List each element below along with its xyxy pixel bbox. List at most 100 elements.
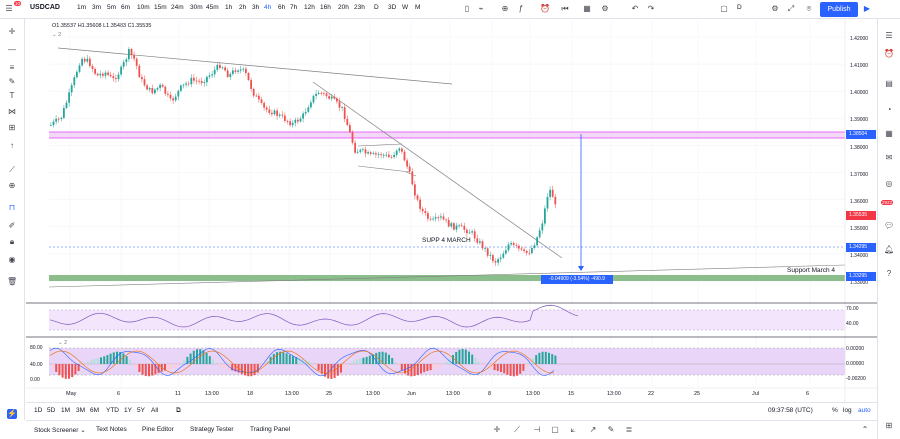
range-3M[interactable]: 3M bbox=[76, 407, 86, 414]
timeframe-10m[interactable]: 10m bbox=[137, 4, 150, 11]
range-YTD[interactable]: YTD bbox=[106, 407, 119, 414]
magnet-icon[interactable]: ⊓ bbox=[8, 203, 16, 212]
eye-icon[interactable]: ◉ bbox=[8, 255, 16, 264]
text-icon[interactable]: T bbox=[9, 91, 15, 100]
timeframe-3h[interactable]: 3h bbox=[252, 4, 260, 11]
timeframe-12h[interactable]: 12h bbox=[304, 4, 315, 11]
replay-icon[interactable]: ⏮ bbox=[561, 4, 569, 13]
fib-icon[interactable]: ≡ bbox=[9, 63, 15, 72]
draw-rect-icon[interactable]: ▢ bbox=[551, 425, 559, 434]
panel-tab[interactable]: Text Notes bbox=[96, 426, 127, 433]
calendar-icon[interactable]: ▦ bbox=[885, 129, 893, 138]
brush-icon[interactable]: ✎ bbox=[8, 77, 16, 86]
notifications-icon[interactable]: 🔔︎ bbox=[884, 245, 895, 254]
timeframe-7h[interactable]: 7h bbox=[290, 4, 298, 11]
streams-icon[interactable]: ◎ bbox=[885, 179, 893, 188]
arrow-icon[interactable]: ↑ bbox=[10, 141, 14, 150]
timeframe-5m[interactable]: 5m bbox=[107, 4, 117, 11]
ideas-icon[interactable]: ✉ bbox=[885, 153, 893, 162]
price-chart[interactable] bbox=[26, 19, 877, 409]
stay-drawing-icon[interactable]: ✐ bbox=[8, 221, 16, 230]
help-icon[interactable]: ? bbox=[886, 269, 892, 278]
alerts-icon[interactable]: ⏰ bbox=[884, 49, 894, 58]
pane-count-lower[interactable]: ⌄ 2 bbox=[58, 340, 68, 346]
watchlist-toggle-icon[interactable]: ⚡ bbox=[7, 409, 17, 419]
camera-icon[interactable]: ⌾ bbox=[806, 4, 812, 13]
horizontal-line-icon[interactable]: — bbox=[8, 45, 16, 54]
timeframe-M[interactable]: M bbox=[415, 4, 421, 11]
panel-tab[interactable]: Trading Panel bbox=[250, 426, 291, 433]
draw-hline-icon[interactable]: ⊣ bbox=[533, 425, 541, 434]
trash-icon[interactable]: 🗑︎ bbox=[7, 277, 18, 286]
range-All[interactable]: All bbox=[151, 407, 159, 414]
timeframe-15m[interactable]: 15m bbox=[154, 4, 167, 11]
clock-readout[interactable]: 09:37:58 (UTC) bbox=[768, 407, 813, 414]
timeframe-3m[interactable]: 3m bbox=[92, 4, 102, 11]
gear-icon[interactable]: ⚙ bbox=[771, 4, 779, 13]
range-1M[interactable]: 1M bbox=[61, 407, 71, 414]
timeframe-1m[interactable]: 1m bbox=[77, 4, 87, 11]
chat-icon[interactable]: 💬︎ bbox=[884, 221, 895, 230]
panel-tab[interactable]: Stock Screener ⌄ bbox=[34, 427, 86, 434]
fullscreen-box-icon[interactable]: ▢ bbox=[720, 4, 728, 13]
timeframe-24m[interactable]: 24m bbox=[171, 4, 184, 11]
data-window-icon[interactable]: ▤ bbox=[885, 79, 893, 88]
ruler-icon[interactable]: ⟋ bbox=[9, 165, 15, 174]
range-6M[interactable]: 6M bbox=[90, 407, 100, 414]
auto-toggle[interactable]: auto bbox=[858, 407, 871, 414]
log-toggle[interactable]: log bbox=[843, 407, 852, 414]
range-1Y[interactable]: 1Y bbox=[124, 407, 132, 414]
timeframe-1h[interactable]: 1h bbox=[225, 4, 233, 11]
timeframe-2h[interactable]: 2h bbox=[239, 4, 247, 11]
bar-style-icon[interactable]: ▯ bbox=[464, 4, 470, 13]
timeframe-W[interactable]: W bbox=[402, 4, 409, 11]
range-5D[interactable]: 5D bbox=[47, 407, 56, 414]
draw-brush-icon[interactable]: ✎ bbox=[607, 425, 615, 434]
undo-icon[interactable]: ↶ bbox=[631, 4, 639, 13]
draw-path-icon[interactable]: ⟀ bbox=[570, 425, 576, 434]
percent-toggle[interactable]: % bbox=[832, 407, 838, 414]
lock-icon[interactable]: 🔒︎ bbox=[9, 237, 15, 246]
draw-cross-icon[interactable]: ✛ bbox=[493, 425, 501, 434]
timeframe-3D[interactable]: 3D bbox=[388, 4, 397, 11]
crosshair-icon[interactable]: ✛ bbox=[8, 27, 16, 36]
draw-line-icon[interactable]: ⟋ bbox=[514, 425, 520, 434]
timeframe-20h[interactable]: 20h bbox=[338, 4, 349, 11]
range-1D[interactable]: 1D bbox=[34, 407, 43, 414]
timeframe-30m[interactable]: 30m bbox=[190, 4, 203, 11]
panel-tab[interactable]: Pine Editor bbox=[142, 426, 174, 433]
draw-fib-icon[interactable]: ≣ bbox=[625, 425, 633, 434]
play-icon[interactable]: ▶ bbox=[863, 4, 871, 13]
pattern-icon[interactable]: ⋈ bbox=[8, 107, 16, 116]
line-style-icon[interactable]: ⌁ bbox=[478, 4, 484, 13]
pane-count[interactable]: ⌄ 2 bbox=[52, 32, 62, 38]
panel-tab[interactable]: Strategy Tester bbox=[190, 426, 234, 433]
mode-label[interactable]: D bbox=[737, 4, 742, 11]
hotlist-icon[interactable]: ◔ bbox=[886, 105, 892, 114]
redo-icon[interactable]: ↷ bbox=[647, 4, 655, 13]
symbol-name[interactable]: USDCAD bbox=[30, 4, 60, 11]
range-5Y[interactable]: 5Y bbox=[137, 407, 145, 414]
alert-icon[interactable]: ⏰ bbox=[540, 4, 550, 13]
draw-arrow-icon[interactable]: ↗ bbox=[589, 425, 597, 434]
compare-icon[interactable]: ⊕ bbox=[501, 4, 509, 13]
publish-button[interactable]: Publish bbox=[820, 2, 858, 17]
timeframe-4h[interactable]: 4h bbox=[264, 4, 272, 11]
panel-toggle-icon[interactable]: ⊞ bbox=[885, 421, 893, 430]
timeframe-16h[interactable]: 16h bbox=[320, 4, 331, 11]
timeframe-45m[interactable]: 45m bbox=[206, 4, 219, 11]
settings-icon[interactable]: ⚙ bbox=[601, 4, 609, 13]
zoom-icon[interactable]: ⊕ bbox=[8, 181, 16, 190]
timeframe-6h[interactable]: 6h bbox=[278, 4, 286, 11]
timeframe-6m[interactable]: 6m bbox=[121, 4, 131, 11]
indicators-icon[interactable]: ƒ bbox=[518, 4, 524, 13]
goto-date-icon[interactable]: ⧉ bbox=[176, 407, 181, 414]
menu-icon[interactable]: ☰ bbox=[5, 4, 13, 13]
maximize-panel-icon[interactable]: ⌃ bbox=[861, 425, 869, 434]
expand-icon[interactable]: ⤢ bbox=[787, 4, 795, 13]
layout-icon[interactable]: ▦ bbox=[583, 4, 591, 13]
forecast-icon[interactable]: ⊞ bbox=[8, 123, 16, 132]
timeframe-23h[interactable]: 23h bbox=[354, 4, 365, 11]
watchlist-icon[interactable]: ☰ bbox=[885, 31, 893, 40]
timeframe-D[interactable]: D bbox=[374, 4, 379, 11]
